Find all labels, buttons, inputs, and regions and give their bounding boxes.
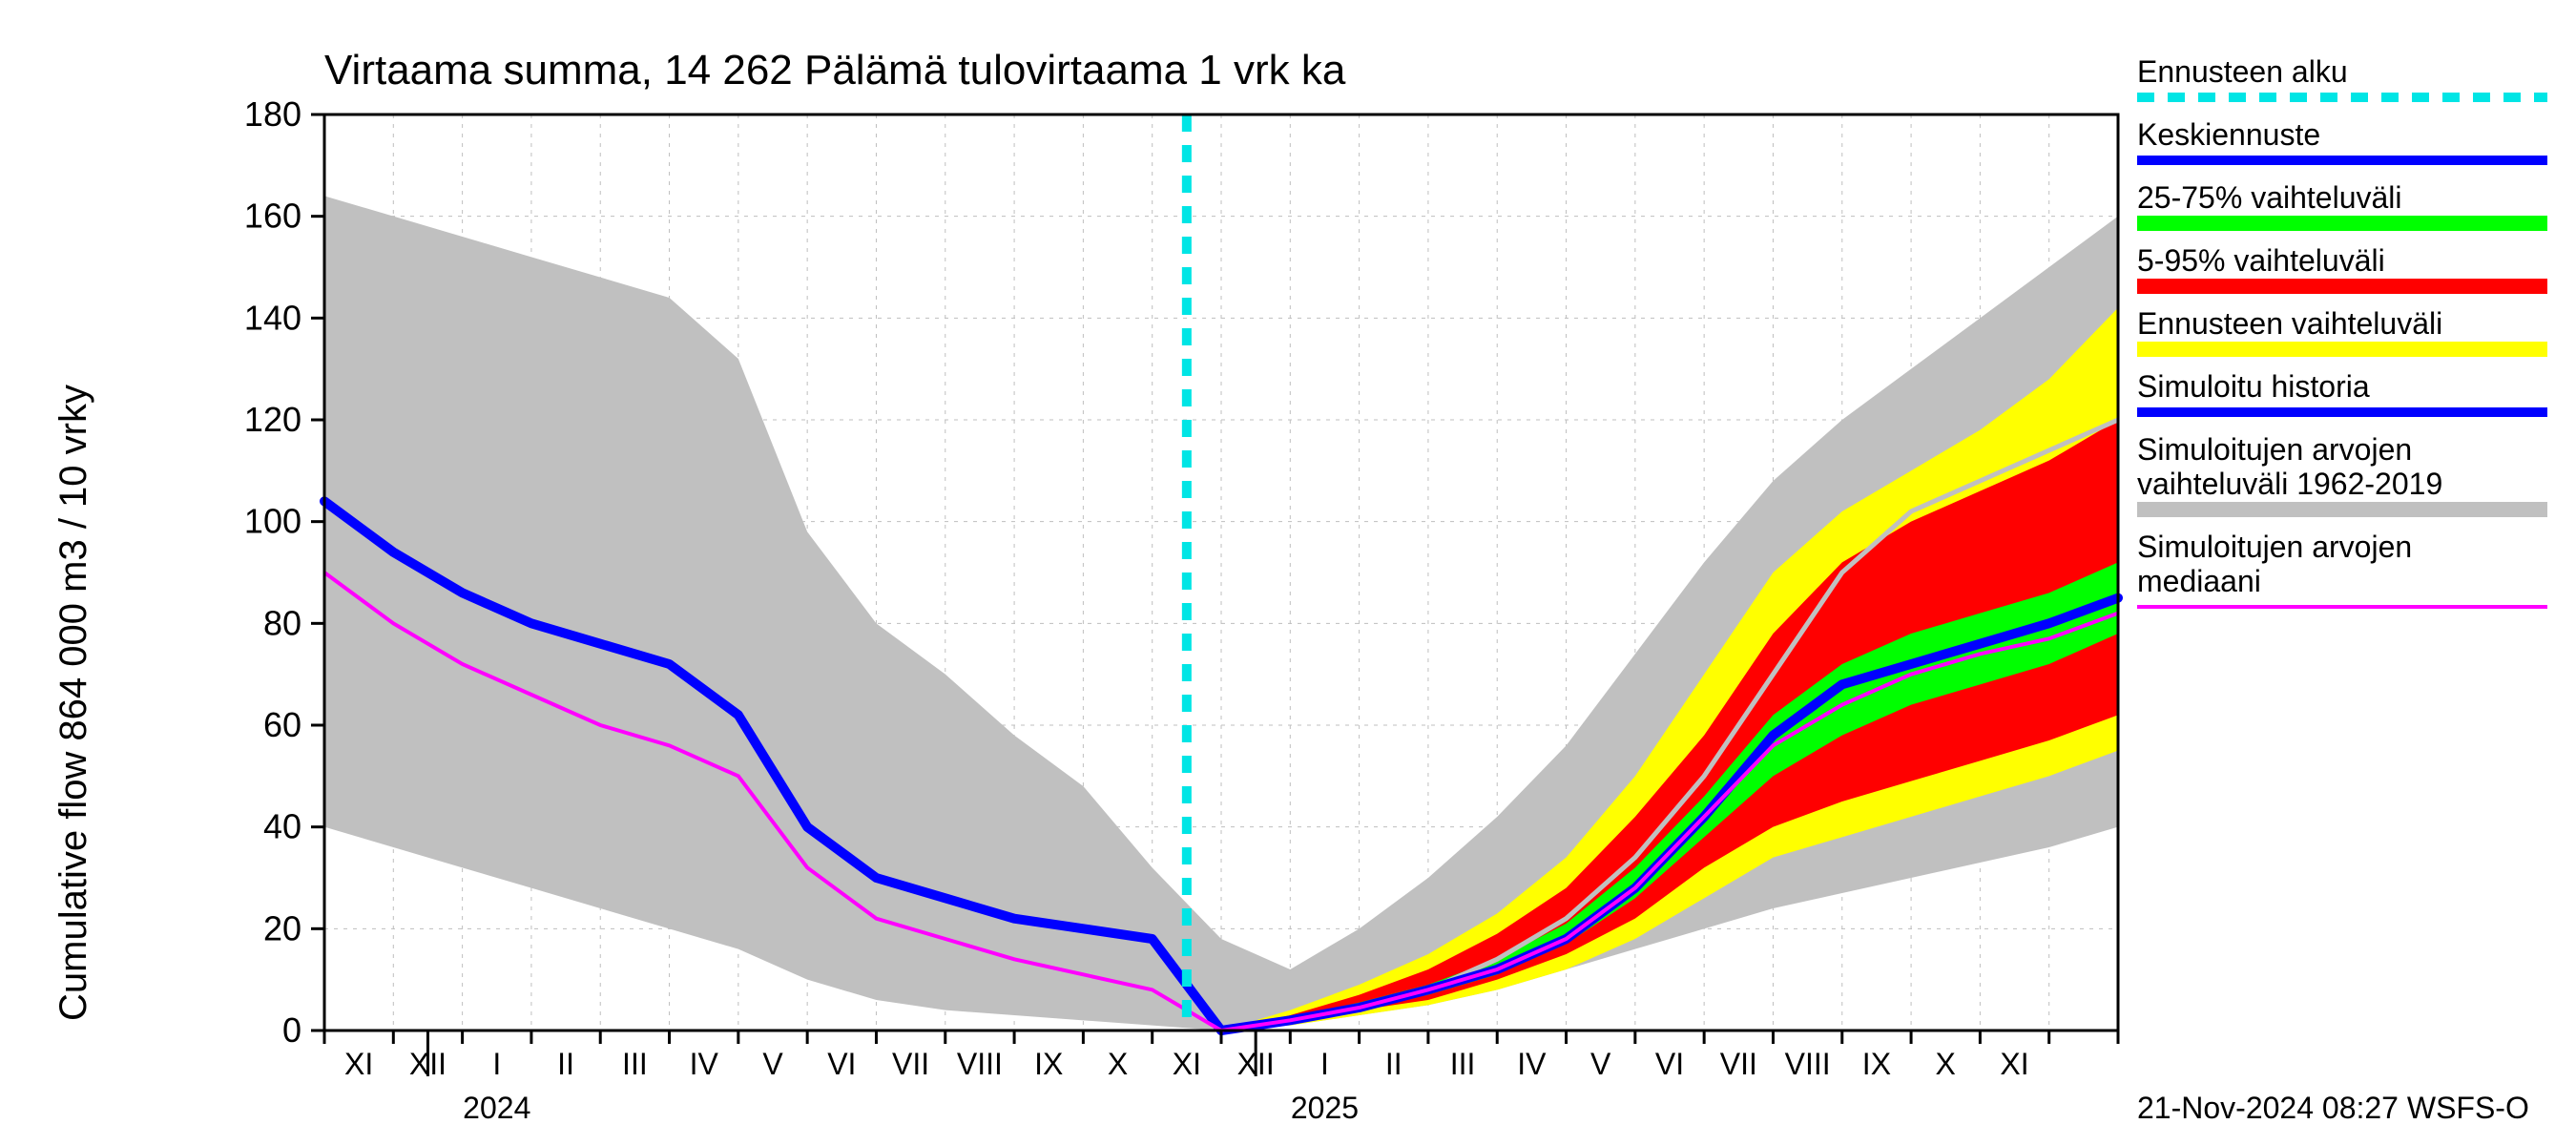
y-tick-label: 40 xyxy=(263,807,301,846)
x-month-label: VIII xyxy=(957,1047,1003,1081)
x-month-label: VII xyxy=(892,1047,929,1081)
x-month-label: III xyxy=(622,1047,648,1081)
y-tick-label: 60 xyxy=(263,705,301,744)
x-month-label: V xyxy=(1590,1047,1611,1081)
legend-label: Ennusteen vaihteluväli xyxy=(2137,306,2442,341)
x-month-label: II xyxy=(1385,1047,1402,1081)
legend-label: 25-75% vaihteluväli xyxy=(2137,180,2402,215)
y-tick-label: 80 xyxy=(263,603,301,642)
footer-timestamp: 21-Nov-2024 08:27 WSFS-O xyxy=(2137,1091,2529,1125)
x-month-label: IX xyxy=(1034,1047,1063,1081)
x-month-label: III xyxy=(1450,1047,1476,1081)
x-month-label: XI xyxy=(344,1047,373,1081)
legend-label: vaihteluväli 1962-2019 xyxy=(2137,467,2442,501)
x-month-label: VI xyxy=(827,1047,856,1081)
x-month-label: V xyxy=(762,1047,783,1081)
x-month-label: VI xyxy=(1655,1047,1684,1081)
x-month-label: X xyxy=(1936,1047,1956,1081)
legend-label: Simuloitujen arvojen xyxy=(2137,530,2412,564)
x-year-label: 2025 xyxy=(1291,1091,1359,1125)
x-month-label: VIII xyxy=(1785,1047,1831,1081)
y-tick-label: 140 xyxy=(244,298,301,337)
x-month-label: XI xyxy=(1173,1047,1201,1081)
y-tick-label: 0 xyxy=(282,1010,301,1050)
y-tick-label: 20 xyxy=(263,908,301,947)
legend-label: Simuloitu historia xyxy=(2137,369,2370,404)
cumulative-flow-chart: 020406080100120140160180XIXIIIIIIIIIVVVI… xyxy=(0,0,2576,1145)
x-month-label: II xyxy=(557,1047,574,1081)
x-month-label: I xyxy=(1320,1047,1329,1081)
x-month-label: I xyxy=(492,1047,501,1081)
x-month-label: IX xyxy=(1862,1047,1891,1081)
y-tick-label: 100 xyxy=(244,502,301,541)
legend-label: Ennusteen alku xyxy=(2137,54,2348,89)
legend-swatch xyxy=(2137,502,2547,517)
x-month-label: VII xyxy=(1720,1047,1757,1081)
legend-label: mediaani xyxy=(2137,564,2261,598)
y-tick-label: 180 xyxy=(244,94,301,134)
x-month-label: IV xyxy=(690,1047,719,1081)
legend-swatch xyxy=(2137,216,2547,231)
y-axis-label: Cumulative flow 864 000 m3 / 10 vrky xyxy=(52,385,94,1021)
chart-title: Virtaama summa, 14 262 Pälämä tulovirtaa… xyxy=(324,47,1346,94)
x-year-label: 2024 xyxy=(463,1091,530,1125)
legend-swatch xyxy=(2137,342,2547,357)
legend-label: Simuloitujen arvojen xyxy=(2137,432,2412,467)
legend-label: Keskiennuste xyxy=(2137,117,2320,152)
legend-label: 5-95% vaihteluväli xyxy=(2137,243,2385,278)
x-month-label: X xyxy=(1108,1047,1128,1081)
legend-swatch xyxy=(2137,279,2547,294)
y-tick-label: 160 xyxy=(244,197,301,236)
y-tick-label: 120 xyxy=(244,400,301,439)
x-month-label: XI xyxy=(2000,1047,2028,1081)
x-month-label: IV xyxy=(1517,1047,1547,1081)
